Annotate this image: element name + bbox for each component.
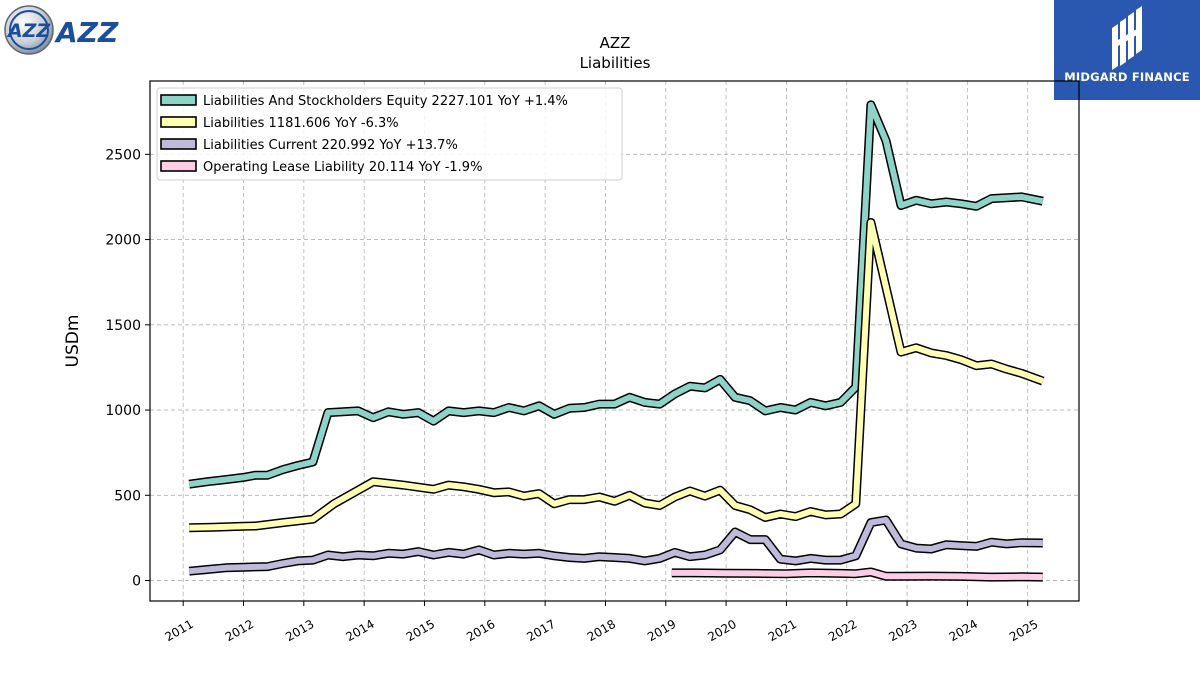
series-2 xyxy=(189,218,1045,533)
azz-logo-graphic: AZZ AZZ xyxy=(4,5,119,55)
globe-icon xyxy=(4,5,54,55)
legend-item: Liabilities And Stockholders Equity 2227… xyxy=(160,94,568,109)
midgard-emblem-icon xyxy=(1112,6,1142,70)
x-tick-label: 2025 xyxy=(1007,617,1040,644)
x-tick-label: 2015 xyxy=(404,617,437,644)
y-tick-label: 0 xyxy=(132,574,141,590)
legend: Liabilities And Stockholders Equity 2227… xyxy=(156,87,623,181)
series-line xyxy=(188,517,1043,575)
legend-box xyxy=(156,87,623,181)
x-tick-label: 2024 xyxy=(947,617,980,644)
legend-label: Operating Lease Liability 20.114 YoY -1.… xyxy=(203,160,482,175)
y-axis: 0 500 1000 1500 2000 2500 xyxy=(105,147,150,590)
chart-title: AZZ xyxy=(600,34,631,52)
y-axis-label: USDm xyxy=(63,315,83,368)
legend-item: Operating Lease Liability 20.114 YoY -1.… xyxy=(160,160,482,175)
midgard-finance-text: MIDGARD FINANCE xyxy=(1064,70,1190,84)
chart-subtitle: Liabilities xyxy=(580,54,651,72)
x-tick-label: 2020 xyxy=(705,617,738,644)
series-layer xyxy=(188,100,1045,582)
series-line xyxy=(189,219,1044,531)
legend-label: Liabilities Current 220.992 YoY +13.7% xyxy=(203,138,458,153)
series-line xyxy=(671,569,1043,581)
x-tick-label: 2021 xyxy=(766,617,799,644)
plot-frame xyxy=(149,80,1080,602)
legend-swatch xyxy=(160,94,197,106)
x-tick-label: 2014 xyxy=(343,617,376,644)
y-tick-label: 2000 xyxy=(105,233,141,249)
series-1 xyxy=(188,100,1044,489)
x-tick-label: 2012 xyxy=(223,617,256,644)
series-3 xyxy=(188,515,1043,576)
azz-emblem-text: AZZ xyxy=(6,20,51,42)
legend-swatch xyxy=(160,160,197,172)
series-outline xyxy=(189,218,1045,533)
midgard-finance-logo: MIDGARD FINANCE xyxy=(1054,0,1200,100)
legend-item: Liabilities 1181.606 YoY -6.3% xyxy=(160,116,399,131)
legend-label: Liabilities 1181.606 YoY -6.3% xyxy=(203,116,399,131)
x-tick-label: 2019 xyxy=(645,617,678,644)
azz-logo: AZZ AZZ xyxy=(4,4,144,58)
y-tick-label: 500 xyxy=(114,488,141,504)
x-axis: 2011 2012 2013 2014 2015 2016 2017 2018 2019 2020… xyxy=(162,601,1040,644)
series-line xyxy=(188,101,1044,488)
y-tick-label: 1000 xyxy=(105,403,141,419)
x-tick-label: 2011 xyxy=(162,617,195,644)
legend-swatch xyxy=(160,116,197,128)
y-tick-label: 1500 xyxy=(105,318,141,334)
series-4 xyxy=(671,567,1043,582)
x-tick-label: 2017 xyxy=(524,617,557,644)
x-tick-label: 2022 xyxy=(826,617,859,644)
x-tick-label: 2013 xyxy=(283,617,316,644)
x-tick-label: 2016 xyxy=(464,617,497,644)
legend-label: Liabilities And Stockholders Equity 2227… xyxy=(203,94,568,109)
legend-swatch xyxy=(160,138,197,150)
x-tick-label: 2023 xyxy=(886,617,919,644)
x-tick-label: 2018 xyxy=(585,617,618,644)
y-tick-label: 2500 xyxy=(105,147,141,163)
azz-logo-text: AZZ xyxy=(54,16,119,49)
legend-item: Liabilities Current 220.992 YoY +13.7% xyxy=(160,138,458,153)
